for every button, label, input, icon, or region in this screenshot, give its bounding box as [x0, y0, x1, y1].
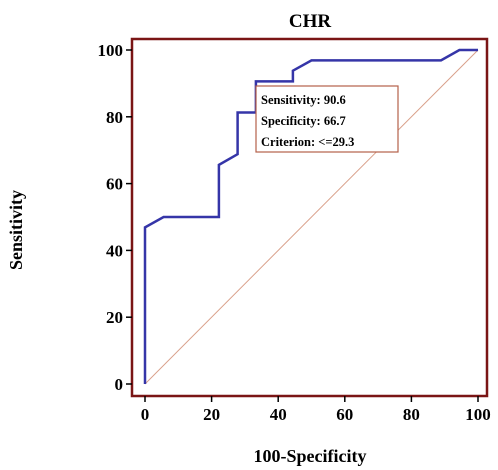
chart-title: CHR — [289, 11, 332, 32]
y-tick-label: 0 — [115, 375, 124, 394]
x-tick-label: 100 — [465, 405, 491, 424]
annotation-border — [255, 85, 399, 153]
y-tick-label: 80 — [106, 108, 123, 127]
annotation-box: Sensitivity: 90.6 Specificity: 66.7 Crit… — [255, 85, 399, 153]
y-tick-label: 40 — [106, 241, 123, 260]
diagonal-reference-line — [144, 49, 479, 385]
annotation-specificity: Specificity: 66.7 — [261, 114, 346, 128]
y-tick-label: 60 — [106, 175, 123, 194]
x-tick-label: 20 — [203, 405, 220, 424]
x-tick-label: 80 — [403, 405, 420, 424]
annotation-criterion: Criterion: <=29.3 — [261, 135, 354, 149]
annotation-sensitivity: Sensitivity: 90.6 — [261, 93, 346, 107]
x-tick-label: 60 — [336, 405, 353, 424]
y-axis-label: Sensitivity — [6, 190, 26, 270]
axis-ticks-layer: 0 20 40 60 80 100 0 20 40 60 80 100 — [98, 41, 491, 424]
x-tick-label: 40 — [270, 405, 287, 424]
plot-frame — [130, 37, 489, 398]
y-tick-label: 20 — [106, 308, 123, 327]
diagonal-reference-layer — [144, 49, 479, 385]
y-tick-label: 100 — [98, 41, 124, 60]
x-axis-label: 100-Specificity — [254, 446, 367, 466]
x-tick-label: 0 — [141, 405, 150, 424]
